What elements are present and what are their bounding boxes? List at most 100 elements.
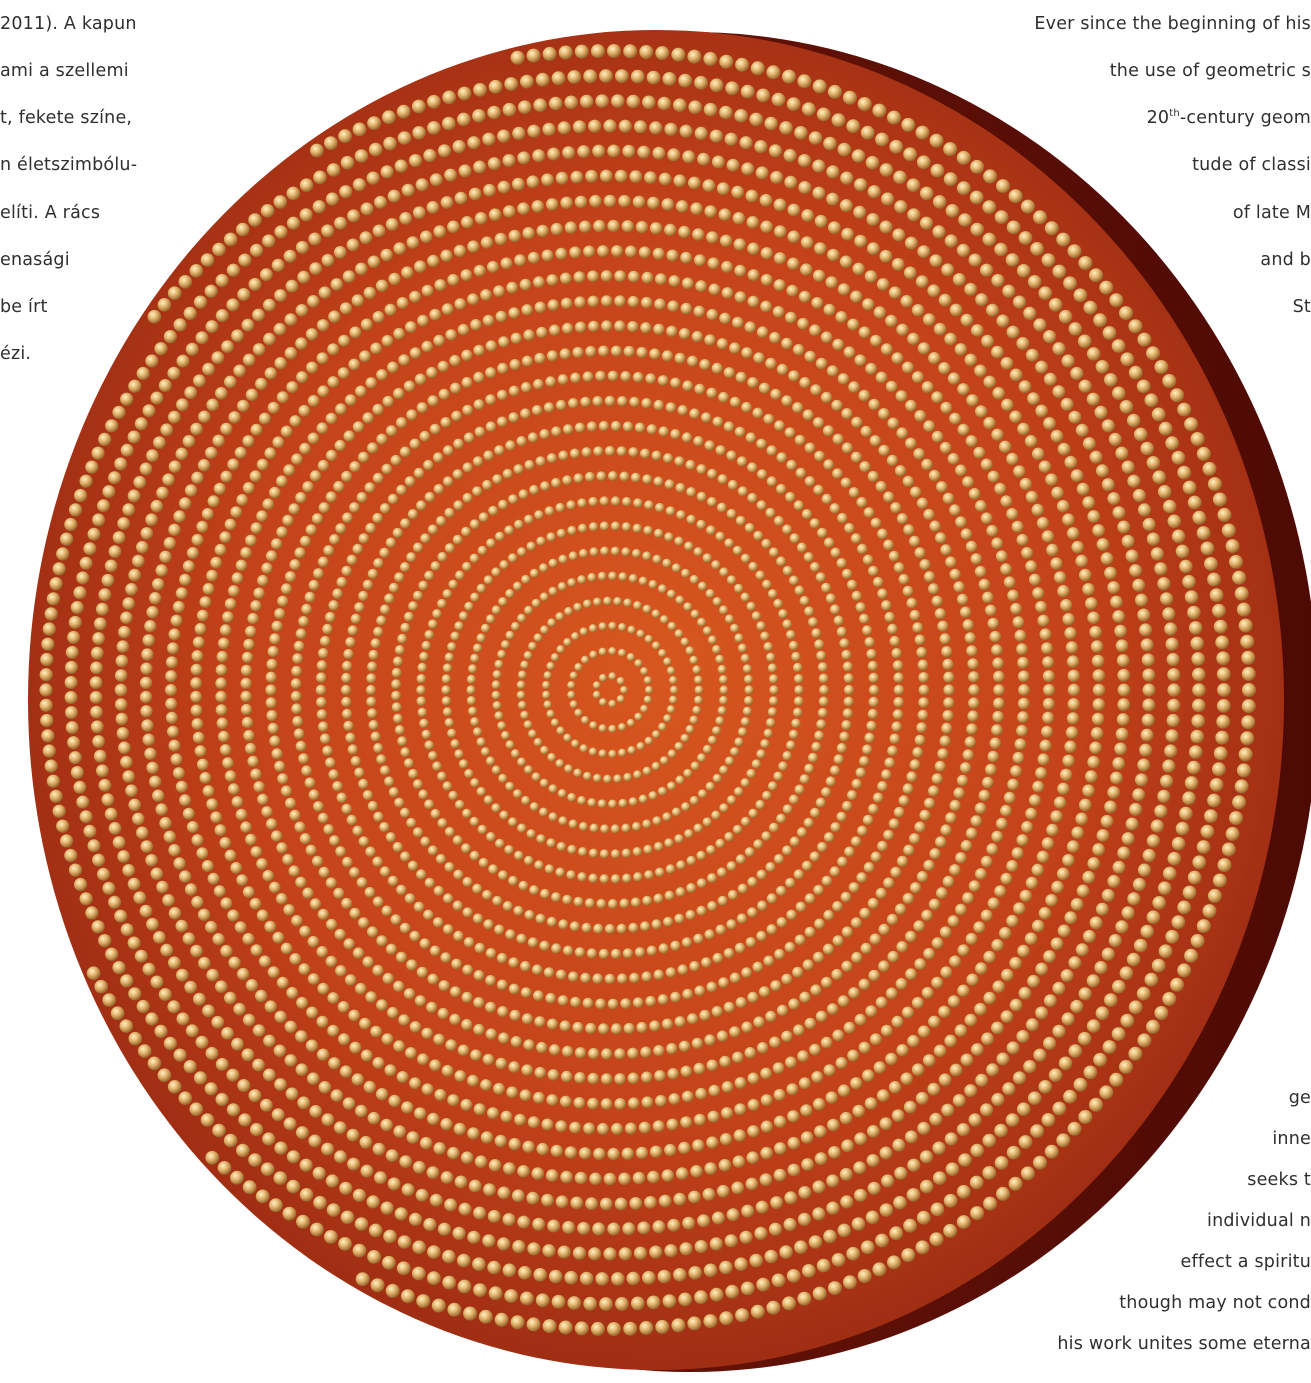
stud bbox=[867, 185, 881, 199]
stud bbox=[523, 329, 535, 341]
stud bbox=[212, 434, 225, 447]
stud bbox=[931, 937, 944, 950]
stud bbox=[812, 159, 826, 173]
stud bbox=[1067, 669, 1081, 682]
stud bbox=[954, 1024, 968, 1037]
stud bbox=[440, 1118, 453, 1131]
stud bbox=[1154, 804, 1168, 818]
stud bbox=[607, 370, 619, 382]
stud bbox=[1151, 958, 1166, 973]
stud bbox=[680, 1116, 693, 1129]
stud bbox=[645, 995, 657, 1007]
stud bbox=[406, 817, 417, 828]
stud bbox=[463, 432, 475, 444]
stud bbox=[975, 293, 989, 307]
stud bbox=[1232, 570, 1247, 585]
stud bbox=[614, 1048, 626, 1060]
stud bbox=[689, 574, 699, 585]
stud bbox=[514, 254, 527, 267]
stud bbox=[546, 709, 555, 719]
stud bbox=[1018, 684, 1030, 696]
stud bbox=[248, 1089, 262, 1103]
stud bbox=[561, 1045, 574, 1058]
stud bbox=[522, 1140, 535, 1154]
stud bbox=[318, 286, 332, 300]
stud bbox=[608, 571, 618, 581]
stud bbox=[290, 678, 302, 690]
stud bbox=[306, 361, 319, 374]
stud bbox=[663, 453, 674, 464]
stud bbox=[277, 773, 289, 785]
stud bbox=[272, 436, 285, 449]
stud bbox=[611, 94, 625, 108]
stud bbox=[328, 310, 341, 323]
stud bbox=[1064, 740, 1077, 753]
stud bbox=[472, 727, 483, 737]
text-line: elíti. A rács bbox=[0, 203, 101, 223]
stud bbox=[184, 980, 198, 994]
stud bbox=[629, 1197, 643, 1210]
stud bbox=[868, 672, 879, 684]
stud bbox=[832, 935, 844, 947]
stud bbox=[474, 1155, 488, 1168]
stud bbox=[140, 527, 154, 540]
stud bbox=[269, 633, 281, 645]
stud bbox=[1093, 1052, 1107, 1067]
stud bbox=[427, 1245, 441, 1259]
stud bbox=[112, 405, 126, 419]
stud bbox=[964, 632, 976, 644]
stud bbox=[547, 299, 560, 311]
stud bbox=[821, 582, 832, 593]
stud bbox=[505, 740, 515, 750]
stud bbox=[168, 523, 181, 536]
stud bbox=[716, 1030, 729, 1042]
stud bbox=[354, 1217, 369, 1231]
stud bbox=[516, 690, 526, 700]
stud bbox=[317, 908, 330, 921]
stud bbox=[334, 928, 346, 941]
stud bbox=[549, 324, 561, 336]
stud bbox=[313, 568, 324, 579]
stud bbox=[776, 885, 787, 897]
stud bbox=[168, 410, 181, 424]
stud bbox=[848, 882, 860, 893]
stud bbox=[706, 231, 719, 244]
stud bbox=[994, 210, 1009, 225]
stud bbox=[670, 991, 681, 1003]
stud bbox=[127, 936, 141, 950]
stud bbox=[970, 159, 985, 174]
stud bbox=[305, 328, 319, 341]
stud bbox=[65, 721, 79, 735]
stud bbox=[622, 144, 636, 158]
stud bbox=[747, 242, 760, 255]
stud bbox=[442, 445, 454, 456]
stud bbox=[706, 1059, 719, 1072]
stud bbox=[273, 322, 287, 336]
stud bbox=[86, 966, 101, 980]
stud bbox=[297, 1096, 311, 1110]
stud bbox=[274, 1078, 287, 1091]
stud bbox=[956, 1215, 971, 1230]
stud bbox=[568, 971, 579, 982]
stud bbox=[734, 1103, 747, 1116]
stud bbox=[467, 1127, 480, 1140]
stud bbox=[560, 1170, 573, 1184]
stud bbox=[365, 377, 378, 389]
stud bbox=[360, 1164, 374, 1178]
stud bbox=[374, 195, 387, 209]
stud bbox=[424, 799, 435, 810]
stud bbox=[284, 571, 297, 583]
stud bbox=[442, 781, 453, 791]
stud bbox=[929, 848, 941, 860]
stud bbox=[87, 839, 101, 853]
stud bbox=[969, 1175, 984, 1190]
stud bbox=[241, 716, 254, 729]
stud bbox=[333, 1121, 347, 1134]
stud bbox=[879, 220, 893, 234]
stud bbox=[726, 861, 737, 872]
stud bbox=[748, 561, 758, 572]
stud bbox=[191, 834, 204, 847]
stud bbox=[508, 1061, 520, 1073]
stud bbox=[467, 1074, 479, 1087]
stud bbox=[399, 446, 411, 458]
